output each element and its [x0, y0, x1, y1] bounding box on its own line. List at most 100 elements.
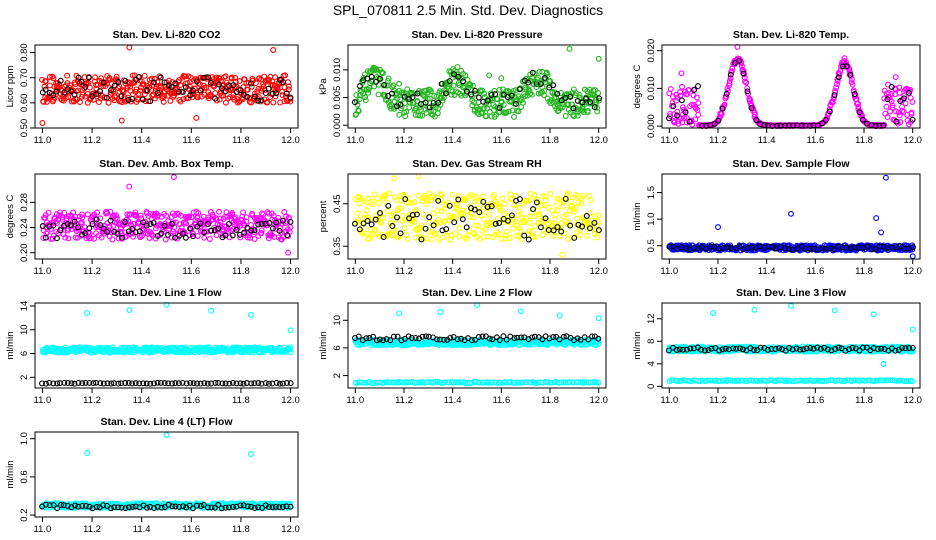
data-point — [65, 235, 72, 242]
data-point — [512, 97, 519, 104]
data-point — [161, 79, 168, 86]
data-point — [258, 97, 265, 104]
data-point — [434, 110, 441, 117]
data-point — [158, 230, 165, 237]
x-tick-label: 11.8 — [541, 395, 559, 406]
data-point — [529, 69, 536, 76]
data-point — [674, 112, 681, 119]
x-tick-label: 11.0 — [660, 135, 678, 146]
data-point — [205, 74, 211, 81]
data-point — [368, 221, 375, 228]
data-point — [178, 224, 185, 231]
data-point — [496, 86, 503, 93]
data-point — [901, 92, 908, 99]
data-point — [527, 90, 534, 97]
x-tick-label: 12.0 — [903, 266, 922, 277]
data-point — [674, 108, 681, 115]
data-point-outlier — [498, 75, 505, 82]
data-point — [355, 108, 362, 114]
data-point — [459, 216, 466, 223]
x-tick-label: 11.6 — [492, 266, 510, 277]
x-tick-label: 11.6 — [806, 266, 824, 277]
data-point — [512, 100, 519, 107]
data-points — [666, 174, 916, 260]
data-point-outlier — [595, 55, 602, 62]
data-point — [715, 117, 722, 124]
data-point — [167, 97, 174, 104]
data-point — [91, 235, 98, 242]
data-point — [492, 91, 499, 98]
data-point — [673, 97, 679, 104]
data-point — [394, 95, 401, 102]
data-point — [206, 236, 213, 242]
chart-title: Stan. Dev. Sample Flow — [732, 158, 850, 170]
data-point — [185, 213, 192, 220]
data-point — [505, 108, 512, 115]
data-point — [511, 113, 517, 120]
data-point — [526, 220, 533, 226]
data-point — [212, 90, 219, 97]
data-point — [726, 78, 733, 84]
y-tick-label: 0.020 — [646, 39, 657, 63]
data-point — [217, 218, 224, 225]
data-point — [896, 89, 903, 96]
data-point — [888, 83, 895, 90]
data-point — [739, 67, 746, 74]
y-tick-label: 0.010 — [332, 58, 343, 82]
data-point — [415, 192, 422, 199]
data-point-outlier — [878, 229, 885, 236]
data-point — [678, 97, 685, 104]
data-point — [547, 190, 554, 197]
data-point — [140, 81, 147, 88]
data-point — [258, 227, 265, 234]
data-point-outlier — [437, 309, 444, 315]
data-point — [428, 236, 435, 243]
data-point — [587, 197, 594, 204]
x-tick-label: 11.6 — [182, 135, 200, 146]
data-point — [232, 214, 239, 221]
x-tick-label: 11.8 — [541, 266, 559, 277]
data-point — [520, 99, 526, 106]
data-point-outlier — [486, 72, 493, 79]
data-point — [836, 70, 843, 77]
chart-title: Stan. Dev. Li-820 Pressure — [411, 29, 542, 41]
y-tick-label: 12 — [646, 313, 657, 324]
data-point — [481, 216, 487, 223]
data-point — [97, 222, 104, 229]
data-point — [901, 95, 907, 102]
data-point — [463, 88, 470, 95]
data-point — [89, 221, 96, 227]
x-tick-label: 11.4 — [444, 266, 462, 277]
data-point — [82, 230, 89, 237]
data-point — [130, 233, 137, 240]
data-point — [907, 86, 914, 93]
y-tick-label: 0.60 — [19, 94, 30, 113]
data-point — [549, 207, 556, 214]
data-point — [168, 234, 175, 241]
data-point — [389, 90, 395, 97]
data-point-outlier — [873, 215, 880, 222]
data-point — [172, 80, 179, 87]
data-point — [570, 113, 577, 120]
data-point — [446, 78, 453, 85]
data-point — [248, 83, 255, 90]
x-tick-label: 11.0 — [34, 395, 52, 406]
data-point — [363, 207, 370, 214]
x-tick-label: 12.0 — [589, 395, 608, 406]
data-point — [86, 84, 93, 91]
data-point — [839, 63, 846, 70]
data-point — [197, 87, 204, 94]
data-point — [549, 88, 556, 95]
data-point — [472, 87, 479, 94]
data-point — [119, 234, 125, 241]
x-tick-label: 12.0 — [589, 266, 608, 277]
y-tick-label: 0.000 — [646, 114, 657, 138]
data-point — [104, 228, 110, 235]
data-point — [188, 214, 195, 221]
data-point — [46, 223, 53, 230]
x-tick-label: 11.6 — [806, 135, 824, 146]
data-point-outlier — [285, 249, 292, 256]
data-point — [215, 81, 222, 88]
